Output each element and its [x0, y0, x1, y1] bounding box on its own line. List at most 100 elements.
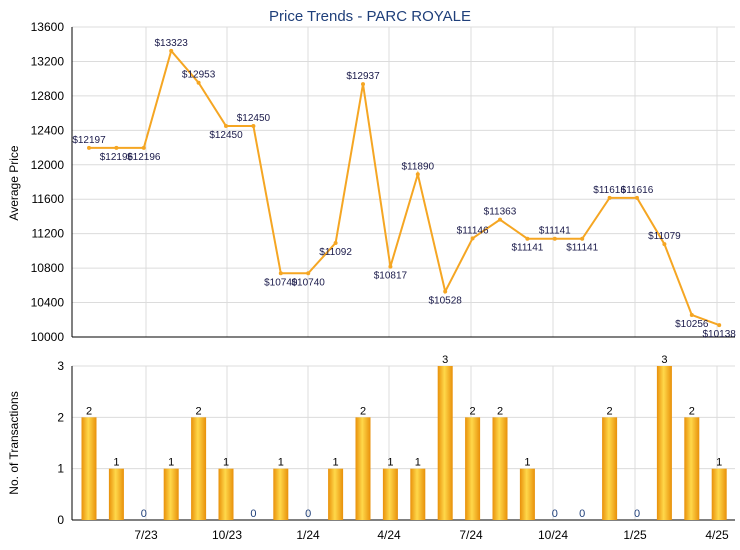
- price-point-label: $10138: [703, 329, 737, 340]
- transaction-bar: [437, 366, 453, 520]
- transaction-bar-label: 1: [415, 457, 421, 469]
- price-point-label: $11616: [621, 185, 654, 196]
- price-line-series: [87, 48, 722, 328]
- price-point: [169, 48, 174, 53]
- price-point-label: $10817: [374, 271, 408, 282]
- transaction-bar-label: 2: [360, 405, 366, 417]
- price-gridlines: [71, 26, 735, 338]
- transaction-bar-label: 1: [223, 457, 229, 469]
- transaction-bar: [355, 417, 371, 520]
- price-y-tick-label: 12400: [31, 123, 65, 137]
- price-point-label: $11079: [648, 231, 681, 242]
- transactions-y-ticks: 0 1 2 3: [57, 359, 64, 527]
- price-point-label: $10740: [264, 277, 298, 288]
- price-point-label: $11146: [457, 225, 489, 236]
- price-point-label: $11616: [593, 185, 626, 196]
- transaction-bar-label: 1: [524, 457, 530, 469]
- price-point: [717, 323, 722, 328]
- price-point: [196, 80, 201, 85]
- x-axis-tick-label: 7/24: [459, 528, 483, 542]
- transaction-bar: [684, 417, 700, 520]
- transaction-bar: [163, 468, 179, 520]
- transaction-bar: [81, 417, 97, 520]
- price-point-label: $11092: [319, 247, 352, 258]
- price-point: [635, 195, 639, 200]
- price-point-label: $10528: [429, 296, 463, 307]
- transaction-bar-label: 2: [497, 405, 503, 417]
- transactions-y-axis-title: No. of Transactions: [7, 391, 21, 494]
- transaction-bar-label: 0: [579, 508, 585, 520]
- price-point: [470, 236, 475, 241]
- transaction-bar: [218, 468, 234, 520]
- x-axis-tick-label: 10/23: [212, 528, 242, 542]
- price-y-tick-label: 10000: [31, 330, 65, 344]
- transaction-bar-label: 0: [305, 508, 311, 520]
- price-y-ticks: 10000 10400 10800 11200 11600 12000 12400 12800…: [31, 20, 65, 344]
- price-y-tick-label: 12000: [31, 158, 65, 172]
- price-point: [552, 236, 557, 241]
- price-y-tick-label: 11200: [32, 227, 65, 241]
- transactions-y-tick-label: 2: [57, 410, 64, 424]
- transaction-bar-label: 1: [333, 457, 339, 469]
- transaction-bar-label: 0: [552, 508, 558, 520]
- price-line: [88, 48, 720, 327]
- transaction-bar-label: 3: [661, 354, 667, 366]
- price-point-label: $11363: [484, 207, 517, 218]
- transaction-bar-label: 2: [689, 405, 695, 417]
- price-point-label: $10256: [675, 319, 709, 330]
- x-axis-tick-label: 4/25: [705, 528, 729, 542]
- transaction-bar-label: 2: [470, 405, 476, 417]
- price-point: [141, 145, 146, 150]
- price-point: [607, 195, 612, 200]
- transaction-bar-label: 1: [278, 457, 284, 469]
- transaction-bar: [191, 417, 207, 520]
- price-y-tick-label: 12800: [31, 89, 65, 103]
- transaction-bar-label: 2: [607, 405, 613, 417]
- price-point: [388, 264, 393, 269]
- transaction-bar-label: 2: [86, 405, 92, 417]
- transaction-bar: [492, 417, 508, 520]
- transaction-bar: [273, 468, 289, 520]
- transactions-y-tick-label: 1: [57, 462, 64, 476]
- price-point-label: $12450: [209, 130, 243, 141]
- transaction-bar-label: 1: [113, 457, 119, 469]
- x-axis-tick-label: 10/24: [538, 528, 568, 542]
- transactions-bar-labels: 2 1 0 1 2 1 0 1 0 1 2 1 1 3 2 2 1 0 0 2 0 3 2 1: [86, 354, 722, 520]
- price-point: [333, 240, 338, 245]
- transaction-bar: [328, 468, 344, 520]
- x-axis-tick-label: 1/24: [296, 528, 320, 542]
- transaction-bar: [656, 366, 672, 520]
- transaction-bar: [519, 468, 535, 520]
- price-point: [306, 271, 311, 276]
- price-point: [224, 124, 228, 129]
- transactions-bar-series: [81, 366, 727, 520]
- price-point: [525, 236, 530, 241]
- price-point-label: $10740: [292, 277, 326, 288]
- transaction-bar-label: 1: [168, 457, 174, 469]
- transactions-y-tick-label: 0: [57, 513, 64, 527]
- price-point-labels: $12197 $12196$12196 $13323 $12953 $12450 $124…: [72, 38, 736, 340]
- x-axis-tick-labels: 7/23 10/23 1/24 4/24 7/24 10/24 1/25 4/25: [134, 528, 729, 542]
- transaction-bar: [602, 417, 618, 520]
- transaction-bar-label: 2: [196, 405, 202, 417]
- price-point: [580, 236, 585, 241]
- transactions-y-tick-label: 3: [57, 359, 64, 373]
- price-y-tick-label: 13200: [31, 54, 65, 68]
- price-point-label: $11141: [566, 243, 598, 254]
- x-axis-tick-label: 7/23: [134, 528, 158, 542]
- x-axis-tick-label: 4/24: [377, 528, 401, 542]
- price-point: [689, 312, 694, 317]
- price-point-label: $13323: [155, 38, 189, 49]
- price-point: [443, 289, 448, 294]
- price-y-axis-title: Average Price: [7, 145, 21, 220]
- price-point-label: $11141: [539, 226, 571, 237]
- transaction-bar-label: 0: [250, 508, 256, 520]
- transaction-bar-label: 1: [387, 457, 393, 469]
- price-y-tick-label: 10400: [31, 296, 65, 310]
- price-point-label: $12197: [72, 135, 106, 146]
- price-y-tick-label: 11600: [32, 192, 65, 206]
- price-y-tick-label: 10800: [31, 261, 65, 275]
- price-point-label: $12450: [237, 113, 271, 124]
